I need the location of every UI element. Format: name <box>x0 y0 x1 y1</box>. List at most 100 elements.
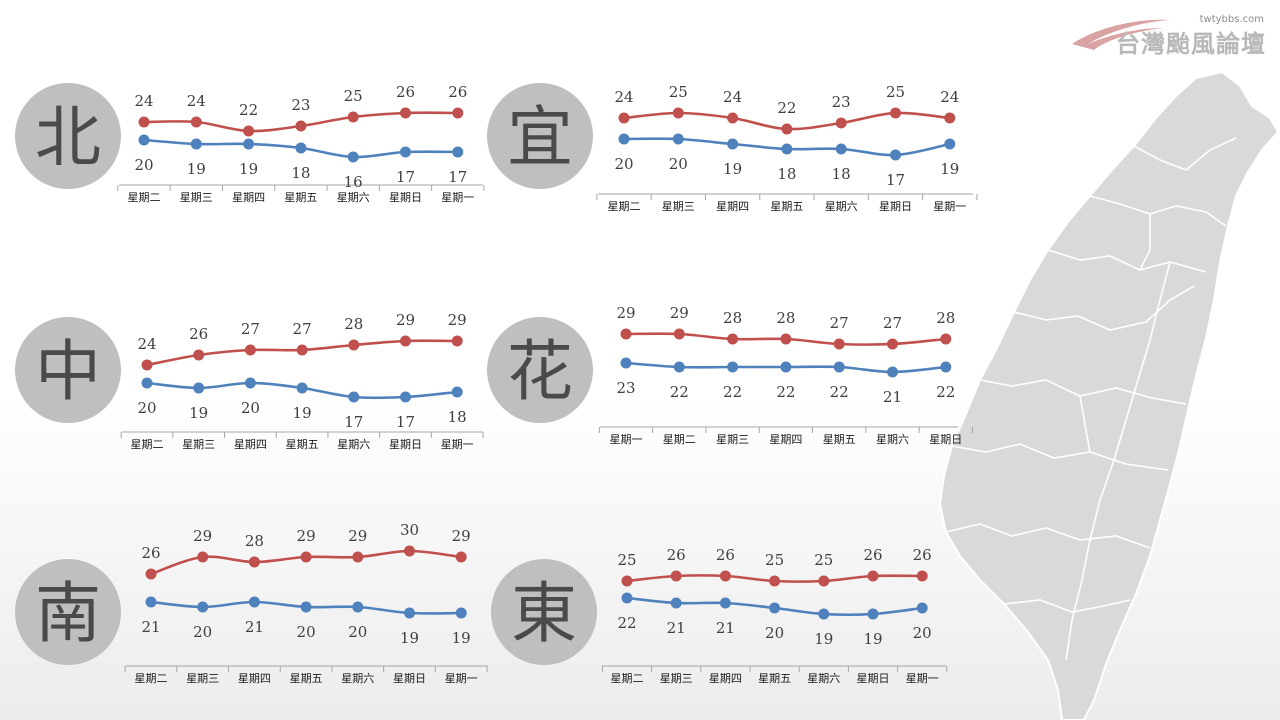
data-label: 22 <box>670 383 689 401</box>
data-point <box>243 138 255 150</box>
data-label: 21 <box>716 619 735 637</box>
x-tick-label: 星期五 <box>758 672 791 685</box>
data-label: 28 <box>723 309 742 327</box>
x-tick-label: 星期日 <box>929 433 962 446</box>
data-point <box>835 143 847 155</box>
data-point <box>867 570 879 582</box>
data-point <box>400 107 411 119</box>
data-point <box>141 377 153 389</box>
data-label: 20 <box>193 623 212 641</box>
region-circle <box>487 83 593 189</box>
data-point <box>719 597 731 609</box>
region-label: 中 <box>35 333 101 410</box>
data-label: 25 <box>344 87 363 105</box>
data-label: 21 <box>667 619 686 637</box>
data-label: 30 <box>400 521 419 539</box>
data-point <box>193 382 205 394</box>
data-label: 28 <box>245 532 264 550</box>
data-label: 25 <box>886 83 905 101</box>
data-point <box>400 335 411 347</box>
data-point <box>452 146 464 158</box>
region-label: 南 <box>35 575 101 652</box>
data-point <box>940 333 952 345</box>
data-point <box>404 607 415 619</box>
region-label: 花 <box>507 333 573 410</box>
data-label: 28 <box>936 309 955 327</box>
data-point <box>347 151 359 163</box>
data-point <box>296 382 308 394</box>
data-label: 20 <box>297 623 316 641</box>
data-label: 27 <box>241 320 260 338</box>
data-point <box>727 112 739 124</box>
data-label: 26 <box>716 546 735 564</box>
data-point <box>940 361 952 373</box>
data-point <box>618 133 630 145</box>
data-point <box>944 138 956 150</box>
x-tick-label: 星期四 <box>238 672 271 685</box>
data-label: 16 <box>344 173 363 191</box>
x-tick-label: 星期六 <box>337 438 370 451</box>
x-tick-label: 星期五 <box>290 672 323 685</box>
data-label: 17 <box>396 168 415 186</box>
data-point <box>621 575 633 587</box>
data-label: 29 <box>616 304 635 322</box>
x-tick-label: 星期日 <box>389 438 422 451</box>
data-point <box>352 601 364 613</box>
data-label: 23 <box>291 96 310 114</box>
data-point <box>673 328 685 340</box>
data-point <box>138 116 150 128</box>
x-tick-label: 星期二 <box>608 200 641 213</box>
data-label: 18 <box>777 165 796 183</box>
data-point <box>621 592 633 604</box>
x-tick-label: 星期六 <box>825 200 858 213</box>
data-label: 29 <box>396 311 415 329</box>
x-tick-label: 星期四 <box>769 433 802 446</box>
x-tick-label: 星期三 <box>182 438 215 451</box>
data-point <box>781 143 793 155</box>
data-point <box>138 134 150 146</box>
data-label: 24 <box>134 92 153 110</box>
data-label: 26 <box>396 83 415 101</box>
x-tick-label: 星期三 <box>660 672 693 685</box>
region-label: 北 <box>35 99 101 176</box>
data-point <box>145 596 157 608</box>
x-tick-label: 星期三 <box>186 672 219 685</box>
data-point <box>818 608 830 620</box>
data-point <box>727 138 739 150</box>
x-tick-label: 星期五 <box>823 433 856 446</box>
x-tick-label: 星期一 <box>906 672 939 685</box>
data-point <box>673 361 685 373</box>
data-point <box>769 602 781 614</box>
data-point <box>347 111 359 123</box>
region-label: 宜 <box>507 99 573 176</box>
data-label: 22 <box>777 99 796 117</box>
x-tick-label: 星期三 <box>716 433 749 446</box>
data-label: 20 <box>614 155 633 173</box>
x-tick-label: 星期一 <box>445 672 478 685</box>
data-point <box>197 601 209 613</box>
x-tick-label: 星期二 <box>135 672 168 685</box>
data-point <box>769 575 781 587</box>
data-label: 24 <box>940 88 959 106</box>
data-label: 19 <box>452 629 471 647</box>
data-label: 19 <box>723 160 742 178</box>
data-label: 24 <box>137 335 156 353</box>
data-point <box>295 142 307 154</box>
data-point <box>781 123 793 135</box>
data-point <box>452 107 464 119</box>
data-point <box>352 551 364 563</box>
data-point <box>916 602 928 614</box>
x-tick-label: 星期五 <box>284 191 317 204</box>
x-tick-label: 星期日 <box>389 191 422 204</box>
taiwan-outline <box>938 70 1280 720</box>
data-point <box>244 344 256 356</box>
data-point <box>193 349 205 361</box>
data-label: 27 <box>883 314 902 332</box>
data-label: 24 <box>614 88 633 106</box>
data-point <box>348 339 360 351</box>
data-point <box>400 146 411 158</box>
brand-name: 台灣颱風論壇 <box>1116 30 1266 58</box>
x-tick-label: 星期三 <box>180 191 213 204</box>
